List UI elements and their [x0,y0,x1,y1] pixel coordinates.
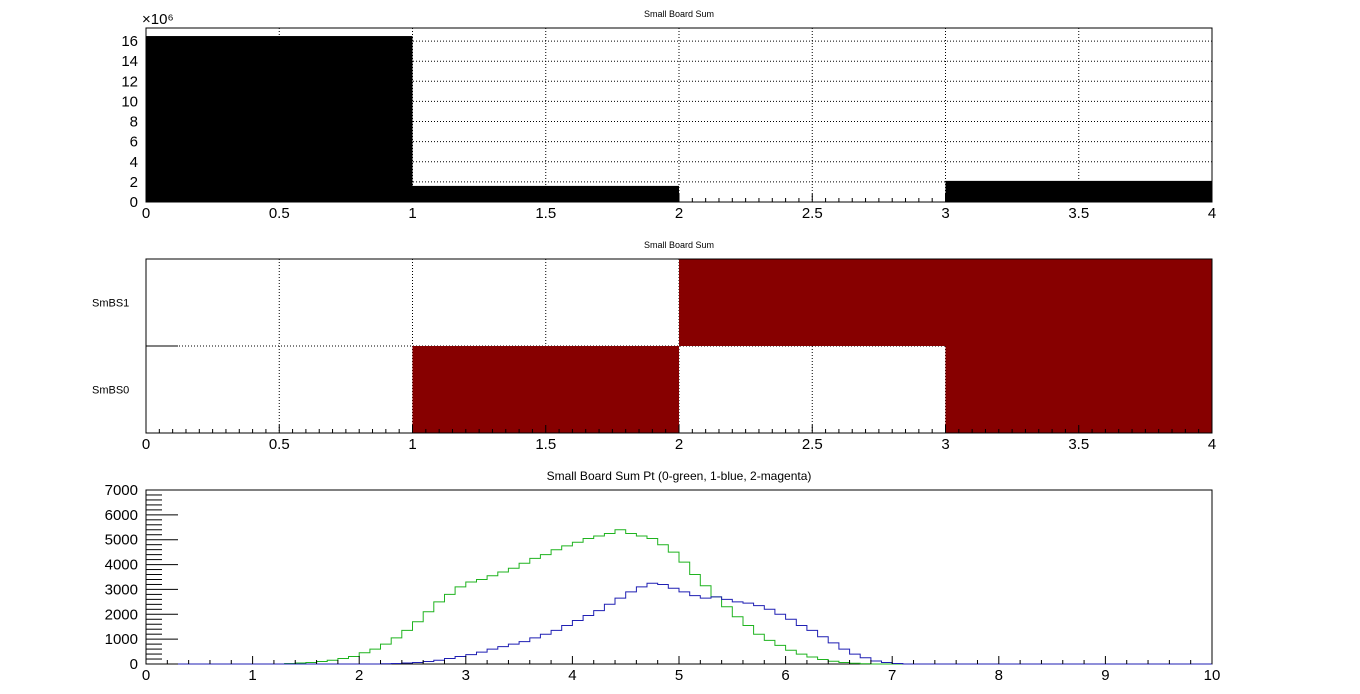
x-tick-label: 1 [408,205,416,222]
x-tick-label: 0.5 [269,436,290,453]
histogram-bar [945,180,1212,202]
y-tick-label: 0 [130,194,138,211]
panel-small-board-sum-pt: Small Board Sum Pt (0-green, 1-blue, 2-m… [105,469,1221,684]
panel-small-board-sum-2d: Small Board Sum SmBS0 SmBS1 0 0.5 1 1.5 2 2.5 3 3… [92,240,1216,453]
x-tick-label: 1 [408,436,416,453]
x-tick-label: 0 [142,205,150,222]
heatmap-cell [945,346,1212,433]
histogram-bar [146,36,413,203]
panel3-title: Small Board Sum Pt (0-green, 1-blue, 2-m… [547,469,812,483]
x-tick-label: 7 [888,667,896,684]
x-tick-label: 2.5 [802,436,823,453]
y-tick-label: 12 [121,73,138,90]
histogram-bar [412,185,679,202]
y-tick-label: 6 [130,134,138,151]
y-tick-label: 3000 [105,581,138,598]
x-tick-label: 4 [1208,205,1216,222]
heatmap-cell [412,346,679,433]
x-tick-label: 2 [675,436,683,453]
x-tick-label: 3.5 [1068,436,1089,453]
panel2-title: Small Board Sum [644,240,714,250]
x-tick-label: 1.5 [535,436,556,453]
x-tick-label: 8 [995,667,1003,684]
y-tick-label: 1000 [105,631,138,648]
series-line-1 [146,582,1212,665]
x-tick-label: 3 [941,436,949,453]
y-tick-label: 6000 [105,507,138,524]
x-tick-label: 6 [781,667,789,684]
y-tick-label: 4000 [105,557,138,574]
x-tick-label: 1 [248,667,256,684]
x-tick-label: 1.5 [535,205,556,222]
x-tick-label: 0.5 [269,205,290,222]
y-tick-label: 4 [130,154,138,171]
panel1-title: Small Board Sum [644,9,714,19]
x-tick-label: 2 [675,205,683,222]
y-tick-label: 2 [130,174,138,191]
x-tick-label: 2 [355,667,363,684]
x-tick-label: 10 [1204,667,1221,684]
x-tick-label: 4 [568,667,576,684]
panel3-frame [145,489,1213,665]
x-tick-label: 9 [1101,667,1109,684]
y-tick-label: 0 [130,656,138,673]
heatmap-cell [679,259,946,346]
y-tick-label: 10 [121,93,138,110]
x-tick-label: 2.5 [802,205,823,222]
x-tick-label: 0 [142,436,150,453]
x-tick-label: 3 [941,205,949,222]
y-tick-label: 14 [121,53,138,70]
x-tick-label: 3 [462,667,470,684]
panel1-y-multiplier: ×10⁶ [142,11,174,28]
y-tick-label: 8 [130,114,138,131]
heatmap-cell [945,259,1212,346]
y-tick-label: 2000 [105,606,138,623]
y-tick-label: 7000 [105,482,138,499]
x-tick-label: 0 [142,667,150,684]
y-tick-label: 16 [121,33,138,50]
y-category-label: SmBS1 [92,298,129,310]
x-tick-label: 3.5 [1068,205,1089,222]
x-tick-label: 5 [675,667,683,684]
y-tick-label: 5000 [105,532,138,549]
y-category-label: SmBS0 [92,385,129,397]
x-tick-label: 4 [1208,436,1216,453]
series-line-0 [146,529,1212,665]
